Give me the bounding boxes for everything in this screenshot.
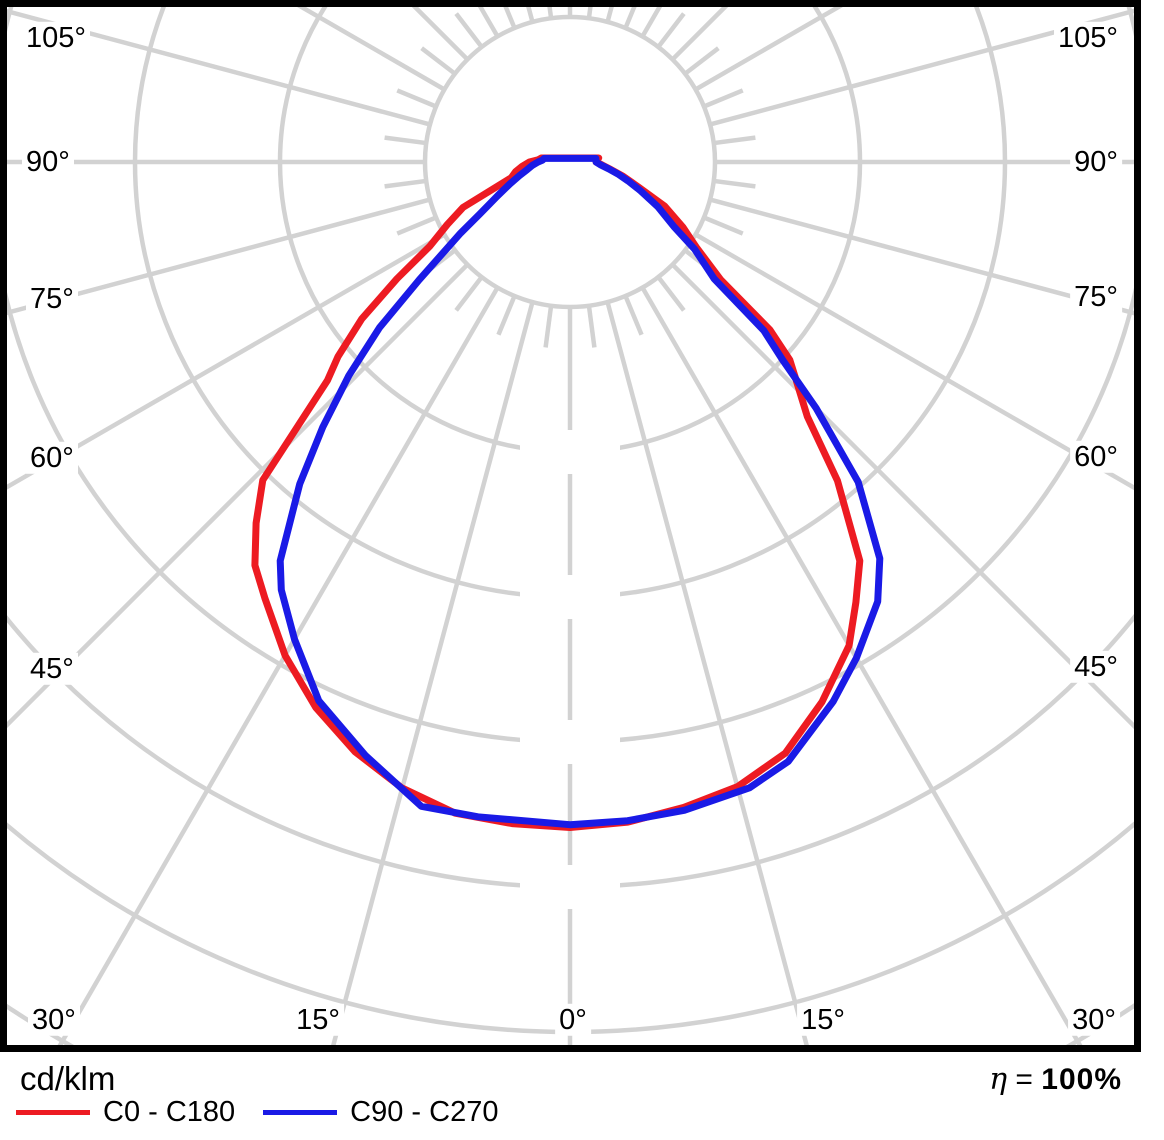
grid-tick--97.5: [384, 135, 427, 146]
efficiency-value: 100%: [1041, 1063, 1122, 1096]
grid-radial-15: [605, 301, 809, 1045]
grid-radial--60: [7, 232, 446, 490]
legend-swatch-c0-c180: [16, 1110, 90, 1115]
grid-tick--172.5: [547, 7, 554, 19]
grid-tick--127.5: [420, 46, 457, 76]
grid-tick-22.5: [623, 295, 644, 336]
radial-value-box-5: [520, 865, 620, 909]
grid-radial-120: [694, 7, 843, 92]
grid-tick-127.5: [683, 46, 720, 76]
grid-tick-67.5: [703, 215, 744, 236]
legend-swatch-c90-c270: [263, 1110, 338, 1115]
grid-tick--157.5: [503, 7, 517, 29]
grid-tick--82.5: [384, 178, 427, 189]
grid-tick--112.5: [396, 88, 437, 109]
grid-radial-45: [670, 262, 1138, 734]
legend: C0 - C180 C90 - C270: [16, 1098, 498, 1127]
eta-equals: =: [1007, 1063, 1042, 1096]
grid-ring-1: [422, 14, 718, 310]
radial-unit-label: cd/klm: [20, 1060, 116, 1097]
efficiency-readout: η = 100%: [989, 1062, 1122, 1097]
grid-tick-82.5: [713, 178, 756, 189]
grid-tick--142.5: [454, 12, 484, 49]
grid-tick-97.5: [713, 135, 756, 146]
radial-value-box-3: [520, 575, 620, 619]
grid-tick-172.5: [586, 7, 593, 19]
grid-radial--45: [7, 262, 470, 729]
grid-radial--105: [7, 8, 431, 127]
eta-symbol: η: [989, 1062, 1008, 1097]
grid-tick--37.5: [454, 275, 484, 312]
radial-value-box-4: [520, 720, 620, 764]
grid-radial--30: [57, 286, 500, 1045]
grid-radial--15: [331, 301, 535, 1045]
legend-item-c90-c270: C90 - C270: [263, 1098, 498, 1127]
grid-radial--120: [297, 7, 446, 92]
legend-label-c90-c270: C90 - C270: [350, 1096, 499, 1128]
grid-radial-105: [709, 7, 1138, 127]
radial-axis-label-boxes: [520, 430, 620, 909]
radial-value-box-2: [520, 430, 620, 474]
curve-c90-c270: [276, 154, 884, 829]
grid-tick--7.5: [543, 305, 554, 348]
grid-ring-4: [7, 7, 1138, 745]
grid-radial-60: [694, 232, 1138, 493]
intensity-curves: [251, 154, 884, 831]
grid-radial-75: [709, 197, 1138, 317]
grid-tick-112.5: [703, 88, 744, 109]
grid-tick-157.5: [623, 7, 637, 29]
grid-tick-37.5: [656, 275, 686, 312]
grid-radial--75: [7, 197, 431, 316]
grid-tick--22.5: [496, 295, 517, 336]
grid-radial-30: [640, 286, 1083, 1045]
legend-label-c0-c180: C0 - C180: [103, 1096, 236, 1128]
legend-item-c0-c180: C0 - C180: [16, 1098, 235, 1127]
grid-tick-7.5: [586, 305, 597, 348]
plot-frame: [0, 0, 1141, 1052]
grid-tick-142.5: [656, 12, 686, 49]
grid-tick--67.5: [396, 215, 437, 236]
grid-radial-135: [670, 7, 729, 62]
